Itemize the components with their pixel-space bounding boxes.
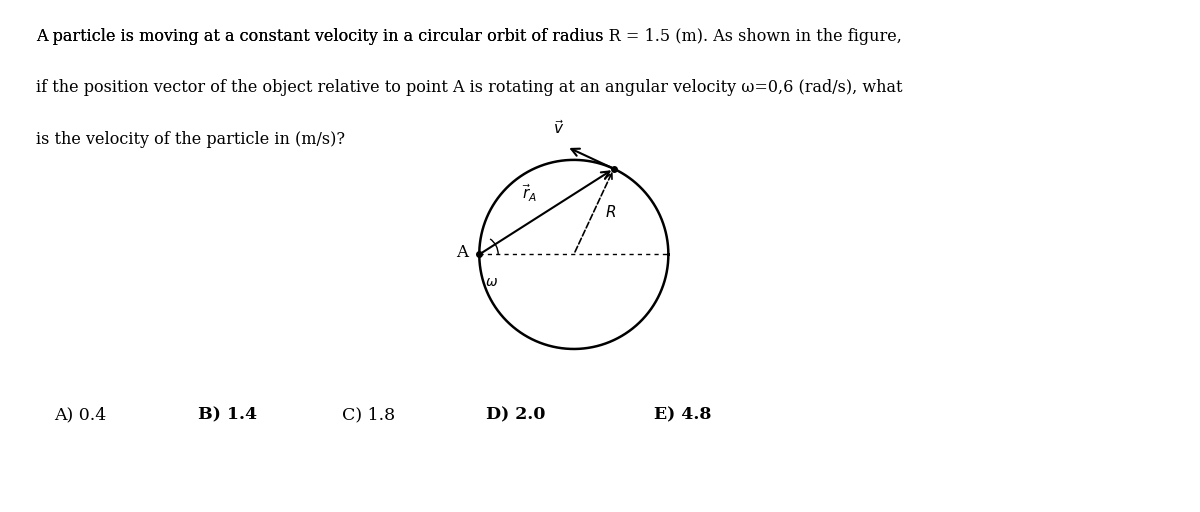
Text: A) 0.4: A) 0.4 bbox=[54, 406, 107, 423]
Text: A particle is moving at a constant velocity in a circular orbit of radius: A particle is moving at a constant veloc… bbox=[36, 28, 608, 45]
Text: E) 4.8: E) 4.8 bbox=[654, 406, 712, 423]
Text: D) 2.0: D) 2.0 bbox=[486, 406, 546, 423]
Text: B) 1.4: B) 1.4 bbox=[198, 406, 257, 423]
Text: is the velocity of the particle in (m/s)?: is the velocity of the particle in (m/s)… bbox=[36, 131, 346, 147]
Text: $\vec{r}_A$: $\vec{r}_A$ bbox=[522, 182, 536, 204]
Text: C) 1.8: C) 1.8 bbox=[342, 406, 395, 423]
Text: A: A bbox=[456, 244, 468, 261]
Text: $\vec{v}$: $\vec{v}$ bbox=[553, 119, 565, 137]
Text: $R$: $R$ bbox=[605, 204, 617, 220]
Text: $\omega$: $\omega$ bbox=[485, 275, 498, 289]
Text: if the position vector of the object relative to point A is rotating at an angul: if the position vector of the object rel… bbox=[36, 79, 902, 96]
Text: A particle is moving at a constant velocity in a circular orbit of radius R = 1.: A particle is moving at a constant veloc… bbox=[36, 28, 902, 45]
